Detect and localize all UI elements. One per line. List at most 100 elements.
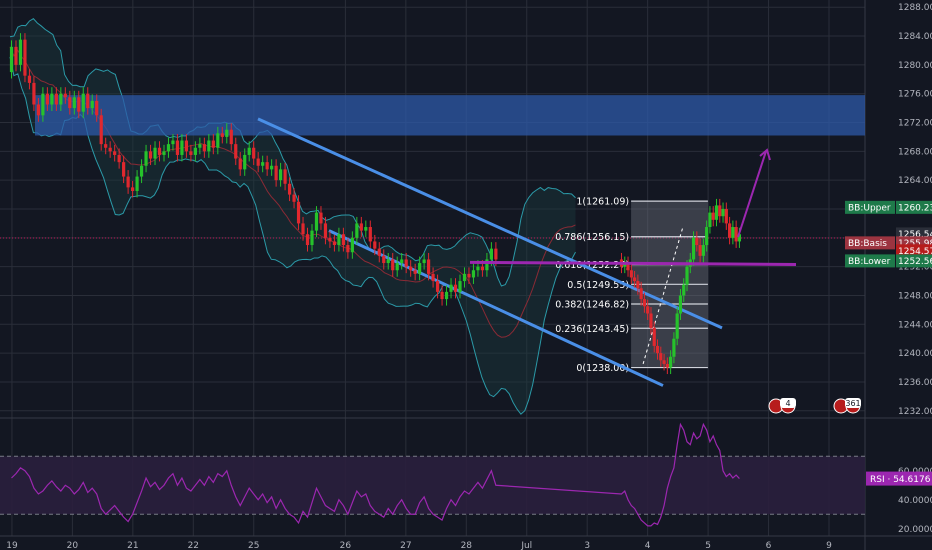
candle (328, 231, 332, 248)
candle-body (691, 237, 696, 260)
candle-body (400, 259, 404, 264)
price-tick-label: 1280.00 (898, 61, 932, 71)
candle (247, 141, 251, 162)
candle-body (727, 223, 732, 238)
candle (373, 234, 377, 256)
event-count: 4 (785, 399, 790, 408)
candle-body (337, 234, 341, 246)
candle-body (698, 245, 702, 256)
rsi-band (0, 456, 865, 515)
candle (734, 220, 738, 248)
price-tag-value: 1256.54 (898, 230, 932, 240)
candle (265, 155, 269, 176)
candle-body (629, 270, 633, 278)
candle (714, 198, 719, 227)
candle (721, 202, 725, 223)
candle-body (162, 151, 166, 155)
candle (662, 353, 666, 371)
candle (171, 134, 175, 151)
candle (135, 170, 139, 198)
candle-body (494, 248, 498, 260)
candle-body (368, 227, 372, 242)
candle-body (229, 129, 233, 145)
price-tick-label: 1236.00 (898, 378, 932, 388)
candle (652, 321, 656, 353)
candle (144, 144, 148, 173)
candle-body (144, 151, 148, 166)
candle-body (184, 140, 189, 152)
candle (63, 87, 67, 104)
fibonacci-retracement: 1(1261.09) 0.786(1256.15) 0.618(1252.27) 0.… (555, 197, 708, 374)
candle-body (655, 345, 660, 354)
candle (675, 307, 679, 346)
candle (23, 33, 27, 83)
candle (193, 141, 197, 162)
candle (90, 94, 94, 115)
candle (95, 94, 99, 122)
price-tick-label: 1276.00 (898, 90, 932, 100)
candle-body (701, 245, 705, 256)
candle (639, 281, 643, 306)
candle (350, 231, 354, 259)
candle-body (9, 46, 14, 73)
candle (68, 90, 72, 115)
candle (81, 87, 85, 119)
candle-body (305, 234, 310, 246)
candle-body (714, 205, 719, 220)
candle-body (364, 227, 368, 231)
candle-body (685, 266, 689, 285)
candle-body (319, 212, 323, 224)
candle-body (467, 273, 471, 278)
event-count-box (780, 398, 796, 408)
candle-body (642, 299, 647, 307)
candle-body (216, 133, 220, 148)
candle-body (395, 263, 399, 271)
candle (122, 155, 126, 184)
candle (444, 285, 449, 306)
candle-body (117, 154, 121, 163)
candle-body (86, 93, 90, 109)
candle-body (292, 194, 296, 202)
price-tick-label: 1268.00 (898, 147, 932, 157)
candle-body (287, 183, 292, 195)
candle-body (386, 259, 390, 264)
candle (377, 242, 381, 263)
annotations: 4 361 (469, 148, 861, 414)
candle-body (665, 363, 669, 368)
candle (400, 252, 404, 270)
fib-label: 0(1238.00) (576, 363, 629, 374)
candle (104, 137, 108, 155)
rsi-tick-label: 40.0000 (898, 496, 932, 506)
candle (672, 332, 676, 364)
candle (458, 274, 462, 299)
candle-body (711, 212, 715, 220)
candle (359, 216, 363, 238)
candle (162, 144, 166, 162)
candle-body (328, 237, 332, 242)
candle-body (72, 97, 76, 109)
candle-body (377, 248, 381, 256)
time-tick-label: 22 (188, 541, 199, 550)
candle-body (108, 147, 112, 152)
time-tick-label: 4 (645, 541, 651, 550)
candle (274, 159, 278, 187)
candle (108, 141, 112, 158)
time-tick-label: 21 (127, 541, 138, 550)
candle-body (646, 306, 650, 314)
candle-body (77, 97, 81, 112)
candle (220, 126, 224, 144)
candle (708, 206, 712, 234)
candle-body (153, 147, 157, 159)
candle-body (310, 230, 314, 246)
candle (431, 267, 435, 288)
fib-label: 0.618(1252.27) (555, 260, 629, 271)
candle-body (54, 93, 58, 105)
price-tick-label: 1288.00 (898, 3, 932, 13)
price-tag-value-box (896, 254, 932, 268)
price-tag-value-box (896, 244, 932, 258)
candle-body (672, 338, 676, 357)
price-tag-label: BB:Lower (848, 257, 891, 267)
candle-body (211, 140, 215, 148)
